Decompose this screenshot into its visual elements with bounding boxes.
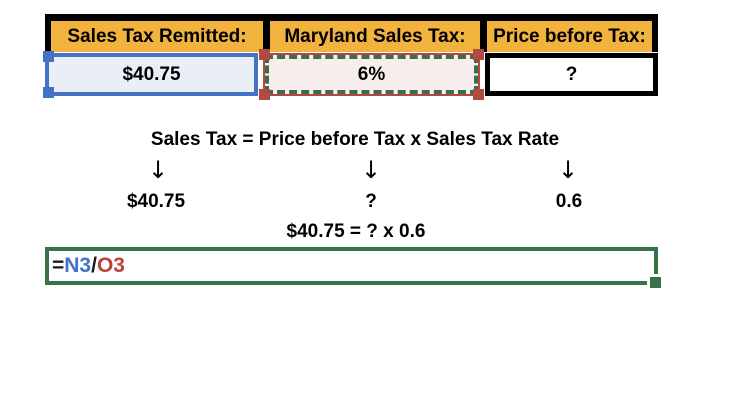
formula-divide-operator: / bbox=[91, 254, 97, 277]
formula-explanation-text: Sales Tax = Price before Tax x Sales Tax… bbox=[150, 129, 560, 150]
formula-reference-n3: N3 bbox=[64, 254, 92, 277]
header-cell-price-before-tax[interactable]: Price before Tax: bbox=[487, 21, 652, 52]
sales-tax-table: Sales Tax Remitted: Maryland Sales Tax: … bbox=[43, 14, 658, 100]
red-selection-handle[interactable] bbox=[259, 49, 270, 60]
blue-selection-handle[interactable] bbox=[43, 87, 54, 98]
header-cell-sales-tax-remitted[interactable]: Sales Tax Remitted: bbox=[51, 21, 263, 52]
formula-input-cell[interactable]: = N3 / O3 bbox=[45, 247, 661, 288]
formula-equals-sign: = bbox=[52, 254, 65, 277]
header-label: Price before Tax: bbox=[493, 25, 646, 47]
cell-price-before-tax-value[interactable]: ? bbox=[485, 53, 658, 96]
substituted-value-sales-tax: $40.75 bbox=[126, 191, 186, 212]
table-header-row: Sales Tax Remitted: Maryland Sales Tax: … bbox=[45, 21, 658, 52]
cell-sales-tax-remitted-value[interactable]: $40.75 bbox=[43, 51, 258, 98]
header-label: Sales Tax Remitted: bbox=[67, 25, 247, 47]
cell-value: $40.75 bbox=[122, 63, 181, 85]
red-selection-handle[interactable] bbox=[259, 89, 270, 100]
cell-value: 6% bbox=[357, 63, 386, 85]
substituted-value-rate: 0.6 bbox=[555, 191, 583, 212]
header-cell-maryland-sales-tax[interactable]: Maryland Sales Tax: bbox=[270, 21, 480, 52]
fill-handle[interactable] bbox=[650, 277, 661, 288]
down-arrow-icon: ↓ bbox=[557, 156, 579, 184]
equation-text: $40.75 = ? x 0.6 bbox=[286, 221, 426, 242]
table-top-border bbox=[45, 14, 658, 21]
red-selection-handle[interactable] bbox=[473, 49, 484, 60]
cell-maryland-sales-tax-value[interactable]: 6% bbox=[259, 49, 484, 100]
blue-selection-handle[interactable] bbox=[43, 51, 54, 62]
red-selection-handle[interactable] bbox=[473, 89, 484, 100]
down-arrow-icon: ↓ bbox=[147, 156, 169, 184]
cell-value: ? bbox=[565, 63, 578, 85]
down-arrow-icon: ↓ bbox=[360, 156, 382, 184]
header-label: Maryland Sales Tax: bbox=[284, 25, 466, 47]
copy-dashed-border: 6% bbox=[265, 55, 478, 94]
formula-reference-o3: O3 bbox=[96, 254, 125, 277]
substituted-value-price: ? bbox=[365, 191, 377, 212]
